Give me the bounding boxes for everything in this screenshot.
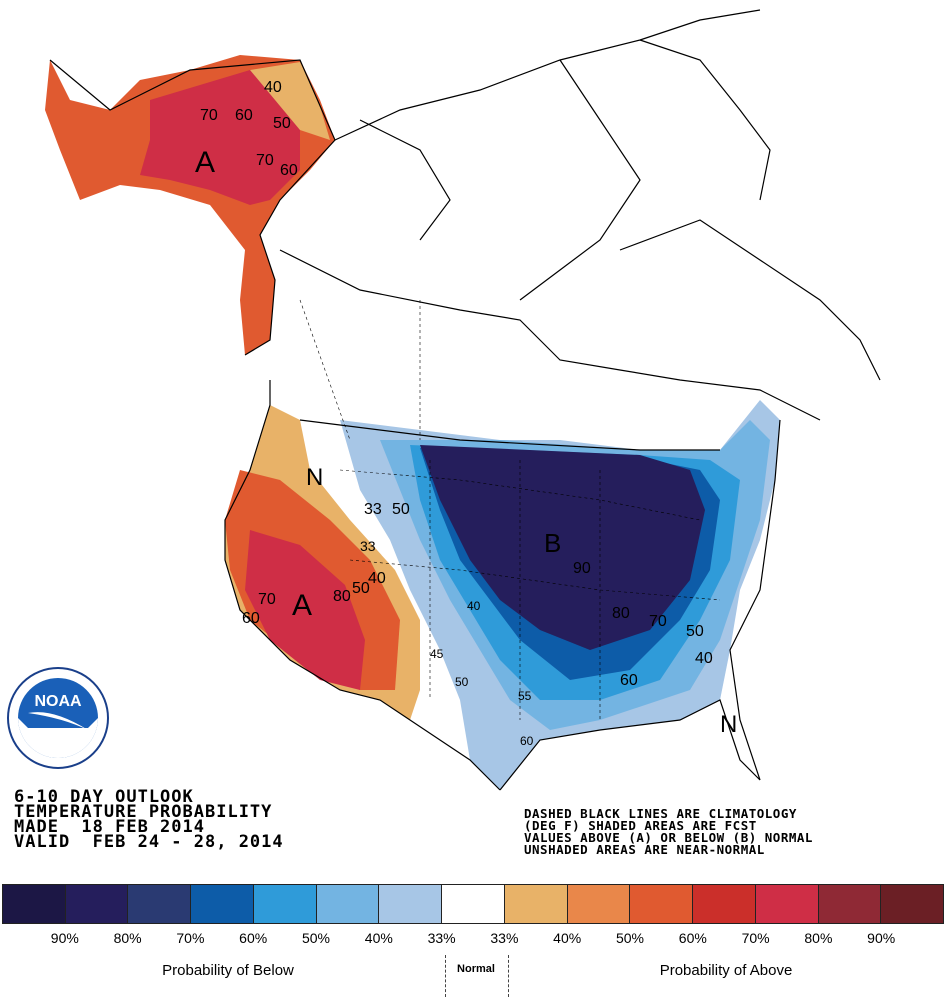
note-line-4: UNSHADED AREAS ARE NEAR-NORMAL: [524, 842, 765, 857]
ak-70: 70: [200, 107, 218, 124]
legend-color-bar: [2, 884, 944, 924]
west-A-label: A: [292, 589, 312, 622]
legend-percent-label: 60%: [678, 930, 707, 946]
legend-swatch: [191, 885, 254, 923]
c-80: 80: [612, 605, 630, 622]
note-line-1: DASHED BLACK LINES ARE CLIMATOLOGY: [524, 806, 797, 821]
legend-swatch: [316, 885, 380, 923]
c-50: 50: [392, 501, 410, 518]
w-60: 60: [242, 610, 260, 627]
legend-below-label: Probability of Below: [162, 962, 294, 979]
c-50c: 50: [455, 675, 469, 689]
north-N-label: N: [306, 464, 323, 491]
legend-percent-label: 50%: [615, 930, 645, 946]
legend-percent-label: 90%: [50, 930, 79, 946]
map-labels: A A B N N 70 60 50 40 60 70 70 60 80 50 …: [195, 79, 737, 748]
title-block: 6-10 DAY OUTLOOK TEMPERATURE PROBABILITY…: [14, 787, 284, 852]
central-B-label: B: [544, 528, 561, 558]
ak-40: 40: [264, 79, 282, 96]
note-line-2: (DEG F) SHADED AREAS ARE FCST: [524, 818, 757, 833]
legend-percent-label: 80%: [113, 930, 142, 946]
legend-percent-label: 40%: [364, 930, 393, 946]
legend-percent-label: 33%: [490, 930, 519, 946]
legend-swatch: [755, 885, 819, 923]
legend-swatch: [693, 885, 756, 923]
legend-percent-label: 50%: [301, 930, 331, 946]
ak-70b: 70: [256, 152, 274, 169]
c-90: 90: [573, 560, 591, 577]
legend-percent-label: 70%: [176, 930, 205, 946]
east-below-region: [340, 400, 780, 790]
note-block: DASHED BLACK LINES ARE CLIMATOLOGY (DEG …: [524, 806, 813, 857]
legend-percent-label: 70%: [741, 930, 770, 946]
title-line-3: MADE 18 FEB 2014: [14, 817, 205, 837]
legend-normal-separator-left: [445, 955, 446, 997]
legend-normal-separator-right: [508, 955, 509, 997]
alaska-A-label: A: [195, 146, 215, 179]
land-outlines: [49, 9, 881, 791]
w-70: 70: [258, 591, 276, 608]
c-70: 70: [649, 613, 667, 630]
note-line-3: VALUES ABOVE (A) OR BELOW (B) NORMAL: [524, 830, 813, 845]
noaa-logo-text: NOAA: [34, 693, 82, 710]
legend-swatch: [65, 885, 129, 923]
legend-swatch: [379, 885, 443, 923]
legend-swatch: [442, 885, 505, 923]
legend-percent-label: 60%: [239, 930, 268, 946]
c-60: 60: [620, 672, 638, 689]
legend-swatch: [3, 885, 66, 923]
alaska-above-region: [45, 55, 335, 355]
legend-percent-label: 80%: [804, 930, 833, 946]
legend-percent-label: 40%: [553, 930, 582, 946]
title-line-4: VALID FEB 24 - 28, 2014: [14, 832, 284, 852]
noaa-logo: NOAA: [7, 667, 109, 769]
w-80: 80: [333, 588, 351, 605]
title-line-1: 6-10 DAY OUTLOOK: [14, 787, 194, 807]
title-line-2: TEMPERATURE PROBABILITY: [14, 802, 273, 822]
c-33: 33: [364, 501, 382, 518]
legend-above-label: Probability of Above: [659, 962, 793, 979]
west-above-region: [225, 405, 420, 720]
legend-swatch: [128, 885, 192, 923]
legend-swatch: [504, 885, 568, 923]
florida-N-label: N: [720, 711, 737, 738]
legend-swatch: [881, 885, 944, 923]
legend-swatch: [630, 885, 694, 923]
w-40: 40: [368, 570, 386, 587]
boundaries: [299, 299, 721, 720]
ak-60a: 60: [235, 107, 253, 124]
outlook-map: A A B N N 70 60 50 40 60 70 70 60 80 50 …: [7, 9, 881, 791]
ak-60b: 60: [280, 162, 298, 179]
w-50: 50: [352, 580, 370, 597]
c-50b: 50: [686, 623, 704, 640]
legend-percent-label: 33%: [427, 930, 456, 946]
w-45: 45: [430, 647, 444, 661]
legend-percent-label: 90%: [867, 930, 896, 946]
c-40b: 40: [695, 650, 713, 667]
w-33: 33: [360, 538, 376, 554]
legend-swatch: [567, 885, 631, 923]
legend-normal-label: Normal: [457, 963, 495, 975]
c-60b: 60: [520, 734, 534, 748]
legend-swatch: [818, 885, 882, 923]
c-40: 40: [467, 599, 481, 613]
legend-swatch: [253, 885, 317, 923]
ak-50: 50: [273, 115, 291, 132]
c-55: 55: [518, 689, 532, 703]
